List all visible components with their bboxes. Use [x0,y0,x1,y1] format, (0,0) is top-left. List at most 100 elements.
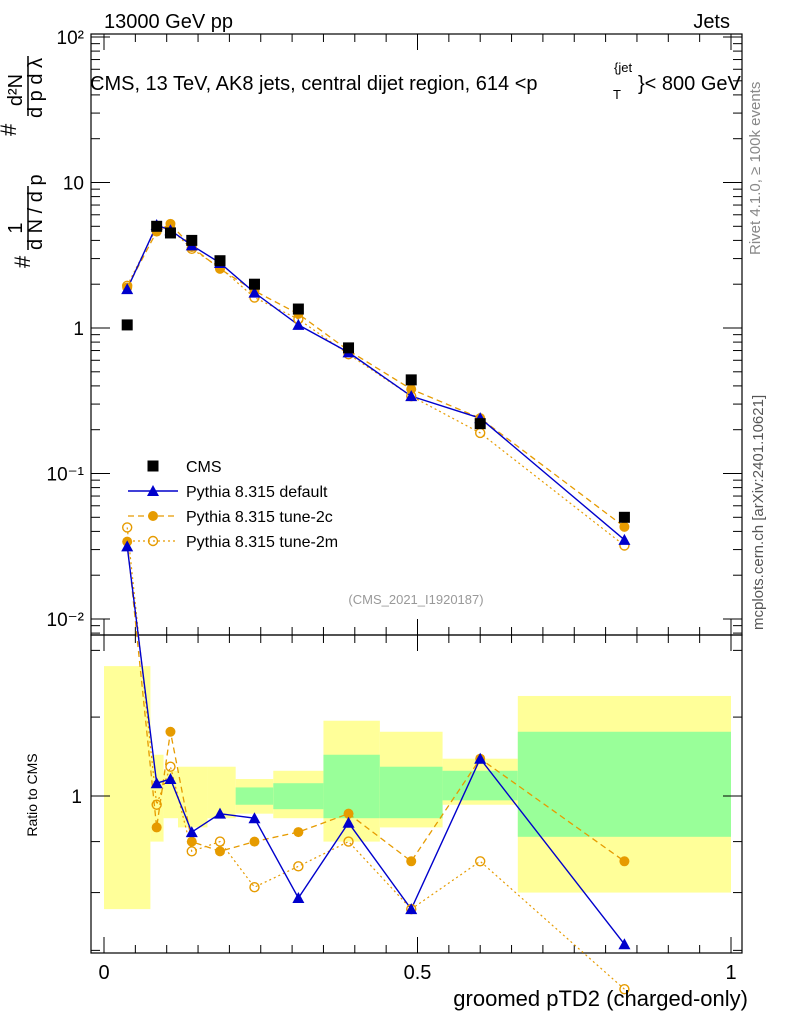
ratio-y-axis-label: Ratio to CMS [24,753,40,836]
mcplots-label: mcplots.cern.ch [arXiv:2401.10621] [750,395,767,630]
x-tick-label: 0 [98,962,109,984]
tune2c-data-point [343,808,354,819]
default-data-point [164,773,177,785]
tune2c-data-point [406,384,417,395]
tune2m-data-point [249,882,260,893]
tune2m-data-point [151,799,162,810]
ylabel-hash-2: # [0,123,21,136]
tune2c-data-point [165,726,176,737]
default-data-point [213,807,226,819]
x-axis-label: groomed pTD2 (charged-only) [453,986,748,1011]
tune2m-data-point [343,836,354,847]
tune2c-data-point [165,218,176,229]
x-tick-label: 1 [725,962,736,984]
ratio-line-2 [126,527,625,990]
ratio-panel-frame [90,634,743,954]
default-data-point [147,485,159,496]
y-tick-label: 10² [57,28,84,49]
tune2c-data-point [249,836,260,847]
legend-entry: Pythia 8.315 tune-2m [128,534,338,551]
default-data-point [292,892,305,904]
tune2m-data-point [619,983,630,995]
default-data-point [474,752,487,764]
main-y-axis-label: # 1 d N / d p # d²N d p d λ [0,56,47,268]
main-series [121,218,631,551]
tune2m-data-point [214,836,226,847]
default-data-point [618,938,631,950]
cms-data-point [474,418,486,430]
tune2c-data-point [619,856,630,867]
ratio-uncertainty-bands [104,666,731,910]
total-uncertainty-band [104,666,151,910]
stat-uncertainty-band [379,766,443,819]
y-tick-label: 1 [73,319,84,340]
tune2m-data-point [147,535,159,547]
legend-label: Pythia 8.315 tune-2m [186,534,338,551]
cms-data-point [186,234,198,246]
main-panel: 10⁻² 10⁻¹ 1 10 10² [47,28,743,636]
default-data-point [292,318,305,330]
tune2m-data-point [186,846,197,857]
analysis-id: (CMS_2021_I1920187) [348,592,483,607]
series-line-2 [126,223,625,528]
tune2c-data-point [214,846,225,857]
stat-uncertainty-band [442,770,518,801]
default-data-point [121,283,134,295]
ylabel-frac2-num: d²N [5,74,27,106]
stat-uncertainty-band [273,783,324,810]
tune2c-data-point [293,827,304,838]
default-data-point [405,390,418,402]
tune2m-data-point [165,761,176,772]
plot-title: CMS, 13 TeV, AK8 jets, central dijet reg… [90,60,742,102]
cms-data-point [121,319,133,331]
title-main: CMS, 13 TeV, AK8 jets, central dijet reg… [90,73,538,95]
tune2c-data-point [619,521,630,532]
title-superscript: {jet [614,60,632,75]
legend-label: Pythia 8.315 default [186,484,328,501]
legend-label: Pythia 8.315 tune-2c [186,509,333,526]
default-data-point [248,812,261,824]
stat-uncertainty-band [323,754,380,819]
cms-data-point [618,511,630,523]
ylabel-frac1-den: d N / d p [25,174,47,250]
cms-data-point [405,374,417,386]
tune2m-data-point [475,856,486,867]
default-data-point [618,533,631,545]
ratio-y-tick-label: 1 [71,787,82,808]
tune2c-data-point [148,511,158,521]
ratio-series [121,522,631,995]
default-data-point [121,540,134,552]
default-data-point [405,903,418,915]
ylabel-frac2-den: d p d λ [25,58,47,118]
ylabel-hash-1: # [10,255,35,268]
y-tick-label: 10⁻² [47,610,85,631]
cms-data-point [292,303,304,315]
cms-data-point [164,227,176,239]
tune2m-data-point [121,522,133,533]
cms-data-point [248,278,260,290]
legend: CMS Pythia 8.315 default Pythia 8.315 tune… [128,459,338,551]
tune2c-data-point [151,822,162,833]
cms-data-point [214,255,226,267]
total-uncertainty-band [177,766,208,828]
stat-uncertainty-band [517,731,731,837]
cms-data-point [147,460,159,472]
tune2m-data-point [293,861,304,872]
process-label: Jets [693,11,730,33]
rivet-version-label: Rivet 4.1.0, ≥ 100k events [747,82,764,255]
total-uncertainty-band [207,766,236,819]
title-end: }< 800 GeV [638,73,742,95]
ylabel-frac1-num: 1 [5,222,27,233]
legend-entry: CMS [147,459,222,476]
legend-entry: Pythia 8.315 tune-2c [128,509,333,526]
legend-entry: Pythia 8.315 default [128,484,328,501]
cms-data-point [343,342,355,354]
legend-label: CMS [186,459,222,476]
y-tick-label: 10⁻¹ [47,465,85,486]
collision-label: 13000 GeV pp [104,11,233,33]
default-data-point [185,826,198,838]
default-data-point [150,777,163,789]
default-data-point [342,816,355,828]
tune2c-data-point [186,836,197,847]
